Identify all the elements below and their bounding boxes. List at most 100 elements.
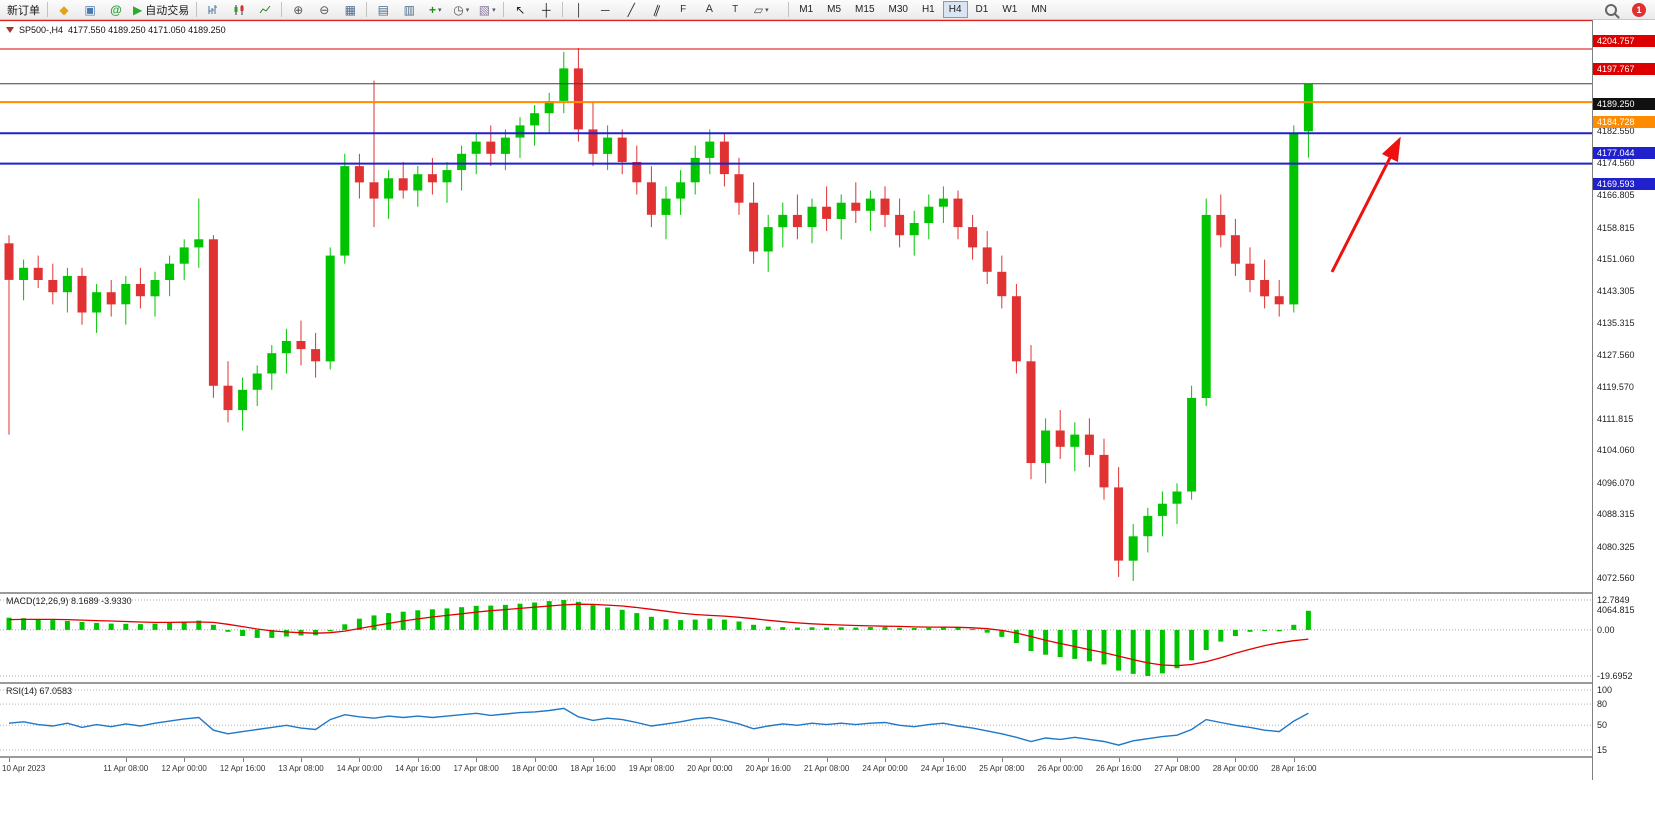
macd-axis-label: -19.6952 [1597, 671, 1633, 681]
rsi-name: RSI(14) [6, 686, 38, 696]
candlestick-chart-icon[interactable] [226, 0, 252, 20]
indicator-list-icon[interactable]: ▥ [403, 2, 415, 17]
equidistant-channel-icon[interactable]: ∥ [652, 1, 663, 18]
time-axis-label: 14 Apr 16:00 [395, 764, 441, 773]
candle-body [1187, 397, 1197, 492]
chevron-down-icon: ▾ [465, 6, 470, 14]
price-axis-label: 4151.060 [1597, 254, 1635, 264]
candle-body [690, 157, 700, 183]
line-chart-icon[interactable] [252, 0, 278, 20]
timeframe-h1[interactable]: H1 [921, 4, 935, 15]
timeframe-m15[interactable]: M15 [855, 4, 875, 15]
timeframe-h4[interactable]: H4 [942, 1, 968, 18]
candle-body [19, 267, 29, 280]
candle-body [398, 178, 408, 191]
timeframe-mn[interactable]: MN [1031, 4, 1047, 15]
candle-body [1230, 235, 1240, 264]
toolbar-right-group: 1 [1598, 0, 1652, 20]
vertical-line-icon[interactable]: │ [575, 2, 583, 17]
panel-separator[interactable] [0, 682, 1655, 684]
auto-trading-button[interactable]: ▶ 自动交易 [133, 2, 190, 17]
timeframe-m5[interactable]: M5 [827, 4, 842, 15]
time-tick [885, 758, 886, 762]
shapes-button[interactable]: ▱ ▾ [753, 2, 769, 17]
candle-body [281, 341, 291, 354]
panel-separator[interactable] [0, 592, 1655, 594]
cursor-icon[interactable]: ↖ [515, 2, 526, 17]
notification-badge[interactable]: 1 [1632, 2, 1646, 17]
main-chart[interactable] [0, 20, 1592, 592]
candle-body [734, 174, 744, 203]
toolbar-separator [788, 2, 790, 17]
time-axis-label: 14 Apr 00:00 [336, 764, 383, 773]
candle-body [1084, 434, 1094, 455]
time-tick [1235, 758, 1237, 762]
macd-panel[interactable] [0, 594, 1592, 682]
chart-ohlc-readout: 4177.550 4189.250 4171.050 4189.250 [68, 25, 226, 35]
time-tick [125, 758, 127, 762]
search-icon[interactable] [1598, 0, 1624, 20]
time-tick [651, 758, 653, 762]
time-tick [709, 758, 711, 762]
crosshair-icon[interactable]: ┼ [541, 2, 551, 17]
time-tick [476, 758, 478, 762]
text-label-icon[interactable]: T [732, 3, 739, 15]
price-axis-label: 4135.315 [1597, 318, 1635, 329]
candle-body [413, 174, 423, 191]
timeframe-d1[interactable]: D1 [975, 4, 989, 15]
candle-body [588, 129, 598, 154]
time-axis-label: 19 Apr 08:00 [628, 764, 675, 773]
add-indicator-button[interactable]: + ▾ [428, 2, 442, 17]
candle-body [573, 68, 583, 130]
price-tag: 4197.767 [1593, 63, 1655, 75]
candle-body [194, 239, 204, 248]
rsi-axis-label: 50 [1597, 720, 1608, 731]
arrow-annotation[interactable] [1330, 136, 1401, 273]
time-axis[interactable]: 10 Apr 2023 11 Apr 08:00 12 Apr 00:00 12 Ap… [0, 758, 1592, 784]
time-tick [768, 758, 770, 762]
candle-body [1216, 214, 1226, 236]
trendline-icon[interactable]: ╱ [627, 2, 635, 17]
candle-body [1172, 491, 1182, 504]
rsi-line [8, 707, 1309, 746]
zoom-in-icon[interactable]: ⊕ [293, 2, 304, 17]
tile-windows-icon[interactable]: ▦ [344, 2, 356, 17]
timeframe-w1[interactable]: W1 [1002, 4, 1018, 15]
price-tag: 4184.728 [1593, 116, 1655, 129]
diamond-icon[interactable]: ◆ [59, 2, 69, 17]
time-tick [826, 758, 828, 762]
time-axis-label: 20 Apr 00:00 [687, 764, 733, 773]
candle-body [1143, 515, 1153, 537]
candle-body [1303, 83, 1313, 132]
candle-body [62, 275, 72, 293]
macd-axis-label: 0.00 [1597, 624, 1615, 635]
time-axis-label: 26 Apr 00:00 [1037, 764, 1083, 773]
candle-body [135, 284, 145, 297]
timeframe-m30[interactable]: M30 [888, 4, 908, 15]
chart-symbol-label: SP500-,H4 [19, 25, 64, 35]
candle-body [968, 227, 978, 248]
indicator-window-icon[interactable]: ▤ [377, 2, 389, 17]
charts-window-icon[interactable]: ▣ [84, 2, 96, 17]
zoom-out-icon[interactable]: ⊖ [319, 2, 330, 17]
price-axis[interactable]: 4182.550 4174.560 4166.805 4158.815 4151.060… [1592, 20, 1655, 780]
price-tag: 4189.250 [1593, 97, 1655, 110]
candle-body [92, 292, 102, 313]
templates-button[interactable]: ▧ ▾ [478, 2, 496, 17]
new-order-button[interactable]: 新订单 [3, 1, 44, 19]
time-axis-label: 18 Apr 00:00 [511, 764, 558, 773]
expert-advisor-icon[interactable]: @ [110, 2, 122, 17]
bar-chart-icon[interactable] [200, 0, 226, 20]
panel-separator[interactable] [0, 756, 1655, 758]
rsi-panel[interactable] [0, 684, 1592, 756]
candle-body [895, 214, 905, 236]
periods-button[interactable]: ◷ ▾ [453, 2, 470, 17]
time-axis-label: 25 Apr 08:00 [979, 764, 1025, 773]
timeframe-m1[interactable]: M1 [799, 4, 814, 15]
horizontal-line-icon[interactable]: ─ [600, 2, 610, 17]
chevron-down-icon: ▾ [492, 6, 496, 14]
text-icon[interactable]: A [705, 3, 713, 15]
price-axis-label: 4080.325 [1597, 541, 1635, 552]
fibonacci-icon[interactable]: F [680, 3, 687, 15]
rsi-label: RSI(14) 67.0583 [6, 686, 72, 696]
